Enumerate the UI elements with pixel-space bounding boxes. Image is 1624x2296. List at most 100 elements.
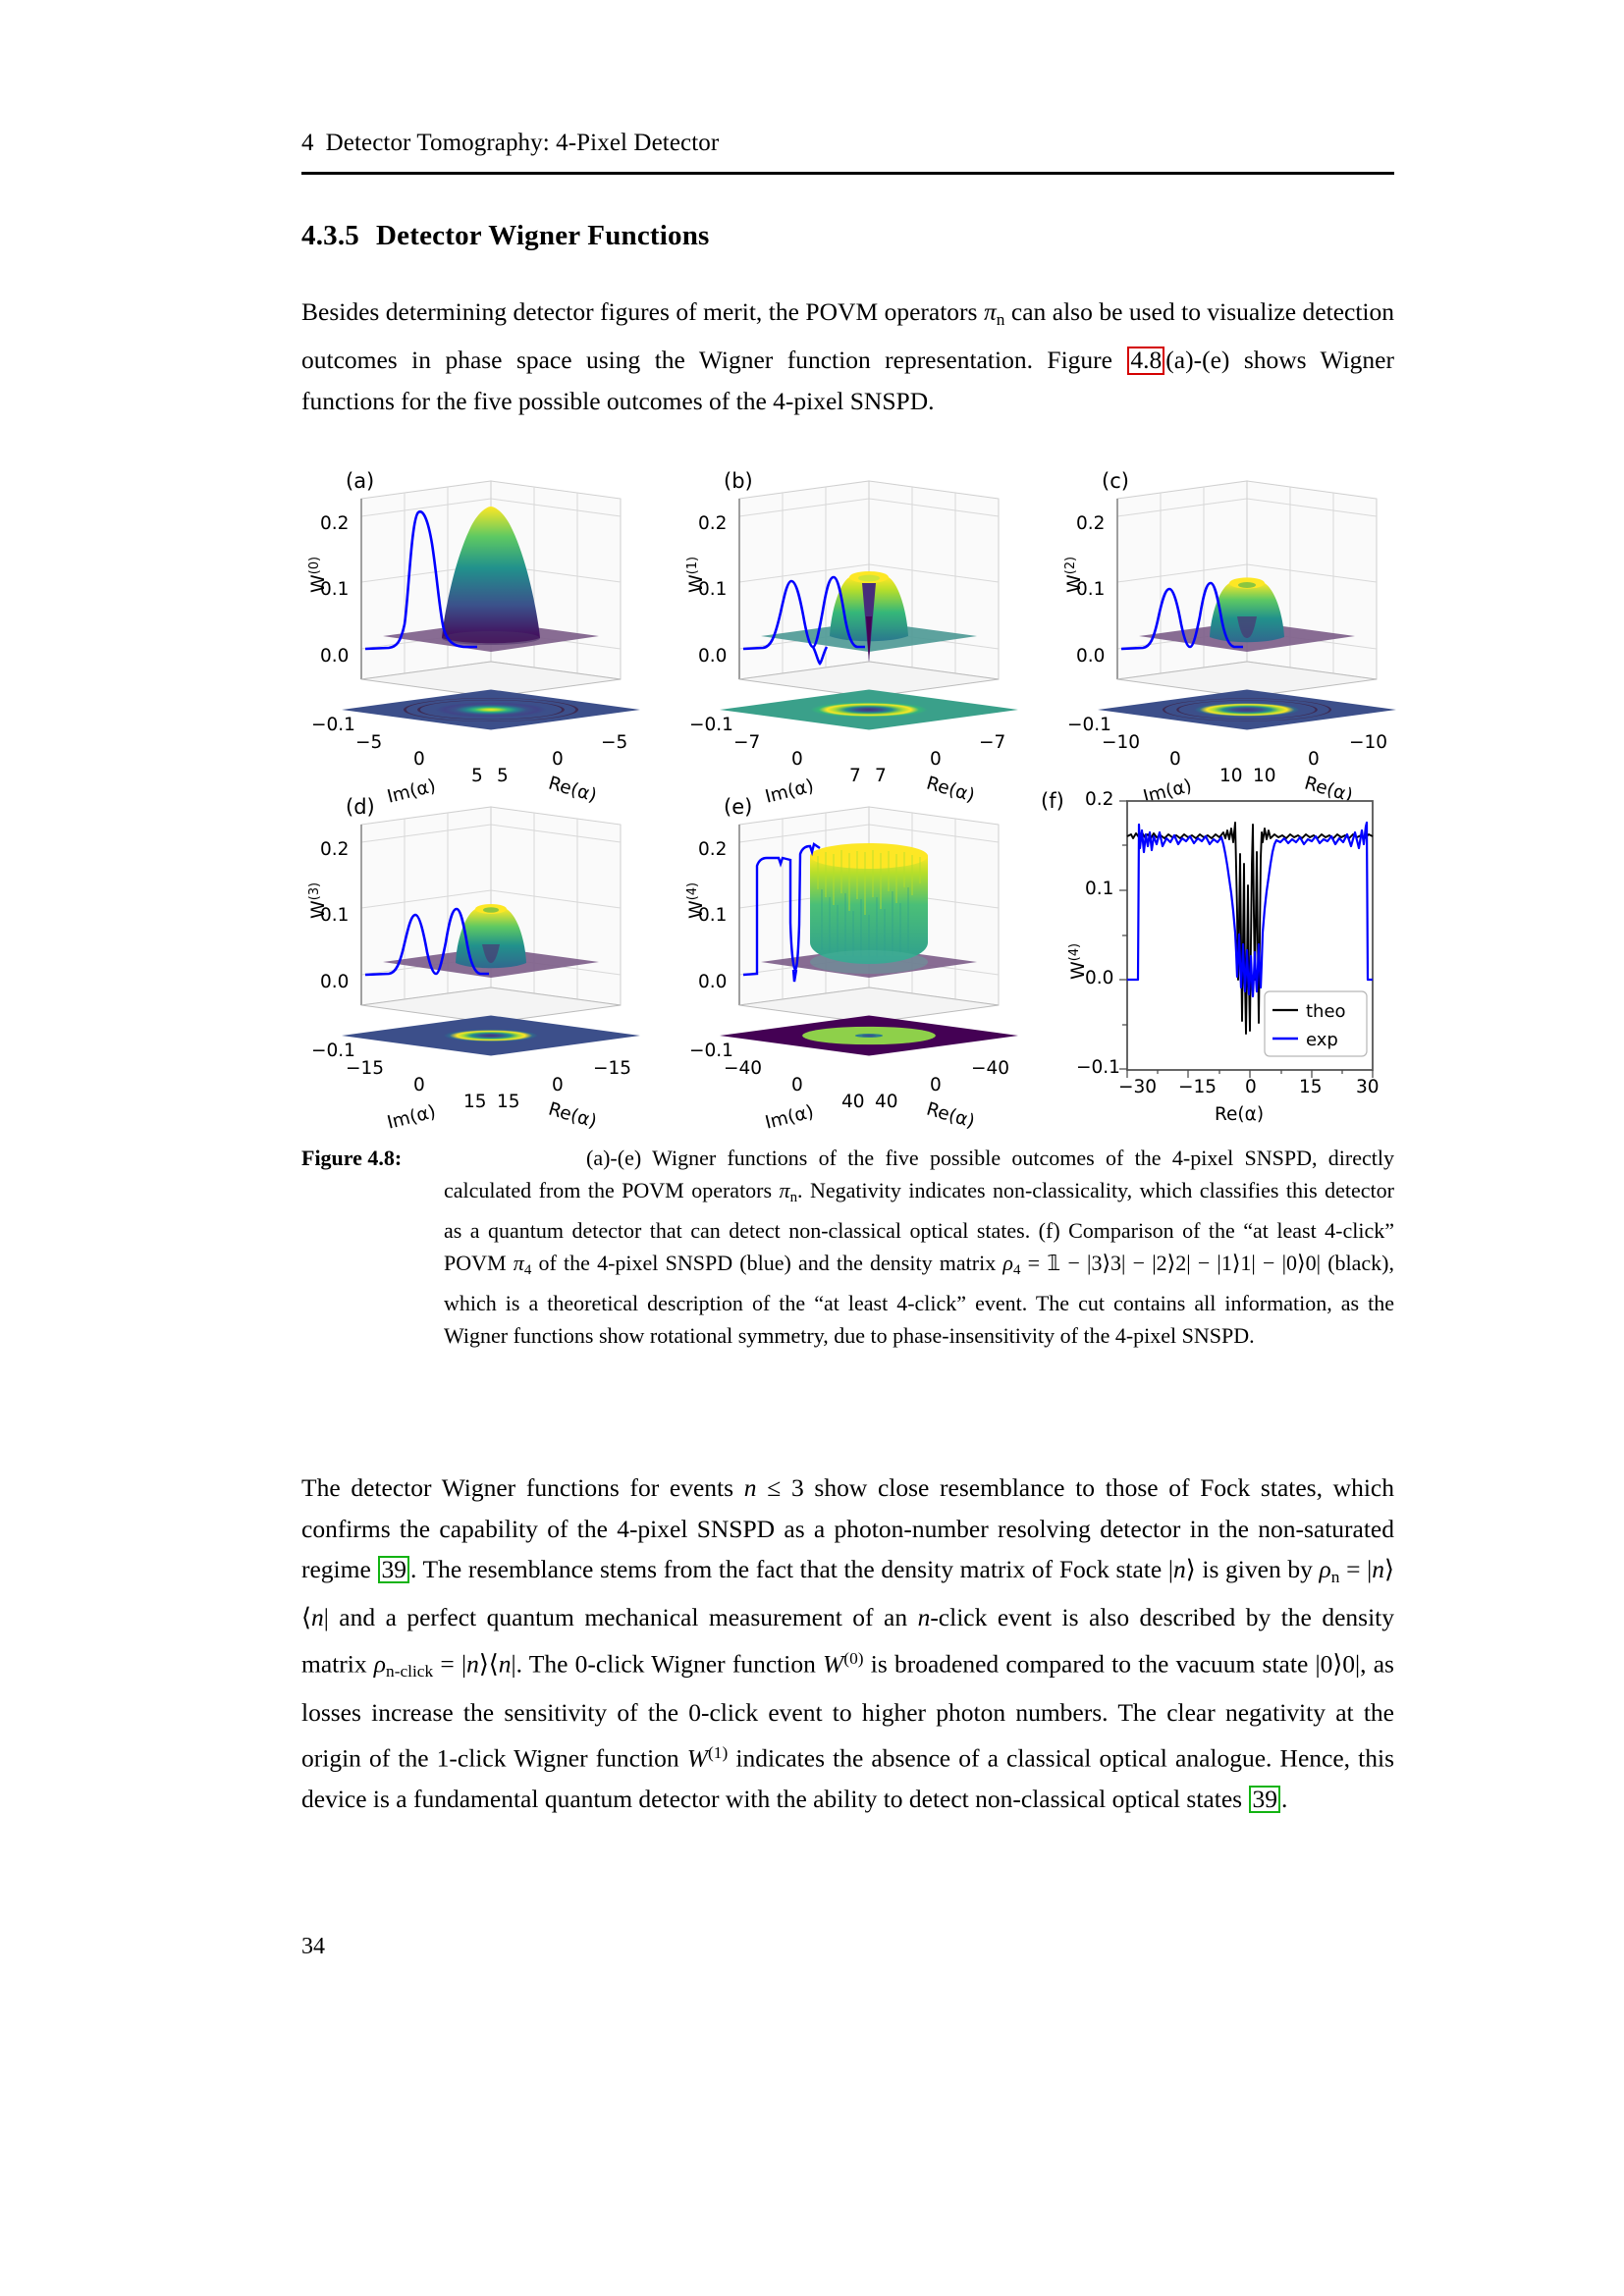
panel-c-ytick-0: 10 (1253, 766, 1276, 786)
panel-d-ytick-2: −15 (593, 1058, 632, 1079)
running-head-number: 4 (301, 130, 314, 156)
panel-f-xtick-0: −30 (1118, 1077, 1158, 1097)
panel-e-ztick-0: 0.2 (698, 839, 728, 860)
citation-link-39-a[interactable]: 39 (378, 1556, 409, 1584)
figure-caption: Figure 4.8: (a)-(e) Wigner functions of t… (301, 1142, 1394, 1352)
panel-d-ytick-1: 0 (552, 1075, 564, 1095)
p1-text-a: Besides determining detector figures of … (301, 297, 984, 326)
caption-label: Figure 4.8: (301, 1146, 403, 1170)
section-heading: 4.3.5 Detector Wigner Functions (301, 220, 1394, 252)
panel-a-ztick-0: 0.2 (320, 513, 350, 534)
panel-f-ytick-3: −0.1 (1076, 1057, 1120, 1078)
panel-e-ztick-2: 0.0 (698, 972, 728, 992)
discussion-paragraph: The detector Wigner functions for events… (301, 1473, 1394, 1814)
panel-f-plot: theo exp (1119, 800, 1374, 1078)
p1-text-c: can also be used to visualize detection … (301, 297, 1394, 375)
panel-d-label: (d) (346, 795, 375, 819)
panel-d-xtick-1: 0 (413, 1075, 425, 1095)
panel-f-xtick-2: 0 (1245, 1077, 1257, 1097)
panel-e-ytick-2: −40 (971, 1058, 1010, 1079)
panel-a-ztick-2: 0.0 (320, 646, 350, 667)
section-title: Detector Wigner Functions (376, 220, 710, 251)
panel-c-ztick-2: 0.0 (1076, 646, 1106, 667)
panel-e-ytick-0: 40 (875, 1092, 898, 1112)
intro-paragraph: Besides determining detector figures of … (301, 297, 1394, 415)
panel-e-xtick-1: 0 (791, 1075, 803, 1095)
panel-c-ztick-1: 0.1 (1076, 579, 1106, 600)
panel-e-ztick-3: −0.1 (689, 1041, 733, 1061)
panel-c-label: (c) (1102, 469, 1129, 493)
panel-d-xtick-0: −15 (346, 1058, 385, 1079)
panel-a-ytick-1: 0 (552, 749, 564, 770)
panel-b-xtick-2: 7 (849, 766, 861, 786)
section-number: 4.3.5 (301, 220, 359, 251)
panel-a-label: (a) (346, 469, 375, 493)
header-rule (301, 172, 1394, 175)
panel-b-xtick-1: 0 (791, 749, 803, 770)
panel-c-xtick-0: −10 (1102, 732, 1141, 753)
legend-label-exp: exp (1306, 1030, 1338, 1050)
panel-a-ytick-2: −5 (601, 732, 628, 753)
panel-f-legend: theo exp (1264, 990, 1368, 1057)
panel-a-xtick-2: 5 (471, 766, 483, 786)
panel-f-xtick-4: 30 (1356, 1077, 1380, 1097)
panel-d-ztick-1: 0.1 (320, 905, 350, 926)
panel-b-ytick-2: −7 (979, 732, 1006, 753)
panel-c-ztick-3: −0.1 (1067, 715, 1111, 735)
panel-c-xtick-1: 0 (1169, 749, 1181, 770)
figure-crossref-link[interactable]: 4.8 (1127, 347, 1165, 375)
panel-e-ytick-1: 0 (930, 1075, 942, 1095)
page-number: 34 (301, 1934, 325, 1959)
panel-f-ytick-2: 0.0 (1085, 968, 1114, 988)
panel-b-ztick-1: 0.1 (698, 579, 728, 600)
panel-a-cut-curve (364, 509, 477, 651)
panel-d-ztick-3: −0.1 (311, 1041, 355, 1061)
panel-e-xtick-0: −40 (724, 1058, 763, 1079)
panel-b-ztick-0: 0.2 (698, 513, 728, 534)
panel-f-ytick-0: 0.2 (1085, 789, 1114, 810)
panel-a-xtick-1: 0 (413, 749, 425, 770)
panel-d-xtick-2: 15 (463, 1092, 487, 1112)
panel-c-ytick-1: 0 (1308, 749, 1320, 770)
panel-e-label: (e) (724, 795, 753, 819)
panel-c-ytick-2: −10 (1349, 732, 1388, 753)
panel-b-label: (b) (724, 469, 753, 493)
panel-f: (f) W(4) 0.2 0.1 0.0 −0.1 −30 −15 0 15 3… (1041, 789, 1434, 1125)
panel-e-ztick-1: 0.1 (698, 905, 728, 926)
running-head: 4 Detector Tomography: 4-Pixel Detector (301, 130, 1394, 157)
panel-d-ytick-0: 15 (497, 1092, 520, 1112)
panel-b-ztick-2: 0.0 (698, 646, 728, 667)
citation-link-39-b[interactable]: 39 (1249, 1785, 1280, 1814)
panel-d: (d) W(3) 0.2 0.1 0.0 −0.1 −15 0 15 15 0 … (295, 795, 687, 1134)
panel-f-ytick-1: 0.1 (1085, 879, 1114, 899)
panel-b-ytick-0: 7 (875, 766, 887, 786)
panel-a-plot (342, 480, 640, 730)
panel-a-ztick-1: 0.1 (320, 579, 350, 600)
panel-f-exp-series (1127, 821, 1373, 998)
panel-b: (b) W(1) 0.2 0.1 0.0 −0.1 −7 0 7 7 0 −7 … (673, 469, 1065, 808)
p1-text-d: (a)-(e) shows Wigner functions for the f… (301, 346, 1394, 415)
panel-c-ztick-0: 0.2 (1076, 513, 1106, 534)
figure-4-8: (a) W(0) 0.2 0.1 0.0 −0.1 −5 0 5 5 0 −5 … (295, 469, 1434, 1134)
panel-e-plot (720, 806, 1018, 1056)
panel-e-xtick-2: 40 (841, 1092, 865, 1112)
panel-b-ztick-3: −0.1 (689, 715, 733, 735)
panel-a-xtick-0: −5 (355, 732, 383, 753)
panel-a-ytick-0: 5 (497, 766, 509, 786)
panel-f-xtick-3: 15 (1299, 1077, 1323, 1097)
panel-f-label: (f) (1041, 789, 1064, 813)
panel-e: (e) W(4) 0.2 0.1 0.0 −0.1 −40 0 40 40 0 … (673, 795, 1065, 1134)
panel-f-xtick-1: −15 (1178, 1077, 1218, 1097)
panel-d-plot (342, 806, 640, 1056)
panel-d-ztick-2: 0.0 (320, 972, 350, 992)
running-head-title: Detector Tomography: 4-Pixel Detector (325, 130, 720, 156)
panel-c-xtick-2: 10 (1219, 766, 1243, 786)
panel-d-ztick-0: 0.2 (320, 839, 350, 860)
legend-label-theo: theo (1306, 1001, 1346, 1022)
panel-f-theo-series (1126, 822, 1374, 1035)
panel-c: (c) W(2) 0.2 0.1 0.0 −0.1 −10 0 10 10 0 … (1051, 469, 1443, 808)
p1-pi-sub: n (996, 309, 1005, 329)
panel-b-xtick-0: −7 (733, 732, 761, 753)
panel-f-xlabel: Re(α) (1215, 1104, 1265, 1125)
